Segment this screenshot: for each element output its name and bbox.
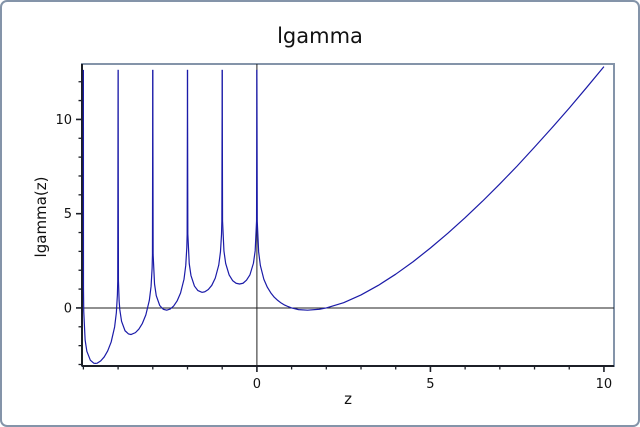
function-curve bbox=[82, 69, 119, 364]
function-curve bbox=[256, 66, 605, 311]
y-tick-label: 0 bbox=[64, 301, 72, 316]
function-curve bbox=[186, 69, 223, 293]
function-curve bbox=[221, 69, 258, 285]
plot-frame bbox=[81, 63, 615, 367]
y-tick-label: 10 bbox=[55, 113, 72, 128]
x-tick-label: 0 bbox=[253, 377, 261, 392]
x-tick-label: 5 bbox=[426, 377, 434, 392]
function-curve bbox=[152, 69, 189, 311]
y-tick-label: 5 bbox=[64, 207, 72, 222]
x-axis-label: z bbox=[344, 390, 352, 408]
plot-title: lgamma bbox=[277, 24, 363, 48]
function-curve bbox=[117, 69, 154, 336]
x-tick-label: 10 bbox=[596, 377, 613, 392]
